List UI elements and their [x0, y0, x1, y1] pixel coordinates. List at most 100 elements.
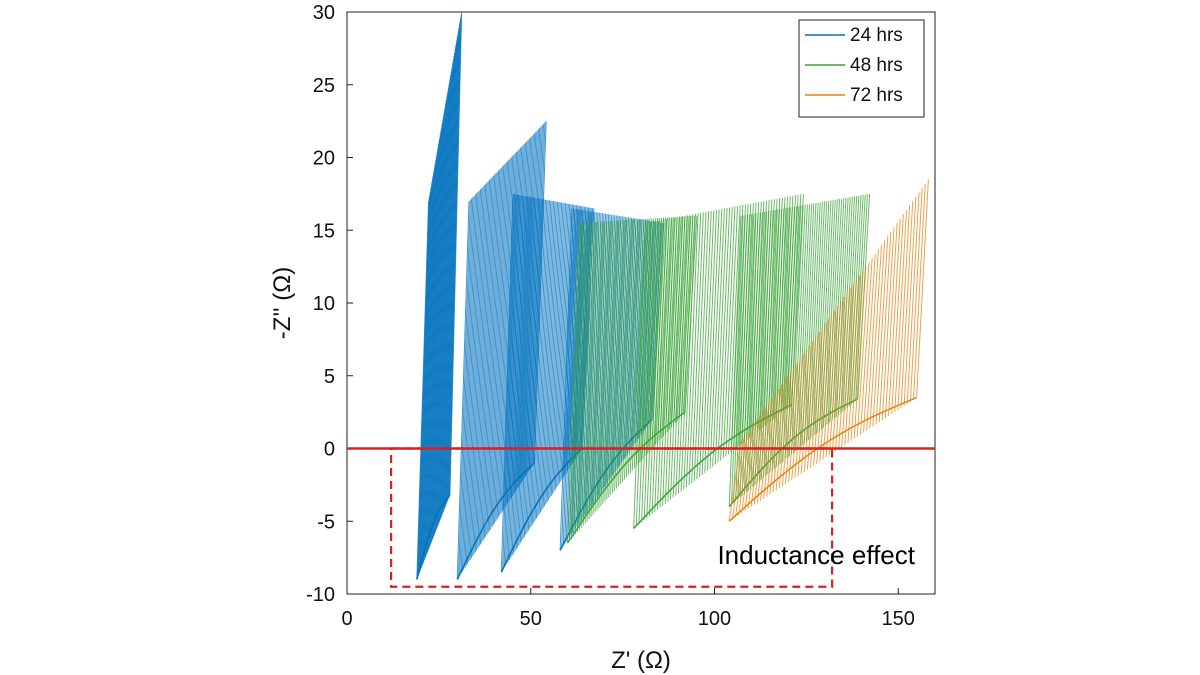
series-curve [648, 220, 662, 517]
series-curve [834, 292, 848, 452]
series-curve [553, 203, 567, 492]
series-curve [654, 219, 667, 513]
series-curve [769, 384, 783, 495]
series-curve [606, 220, 619, 500]
series-curve [790, 205, 804, 455]
inductance-annotation-box [390, 447, 834, 588]
series-curve [576, 222, 590, 533]
series-curve [580, 222, 594, 528]
series-curve [470, 186, 484, 559]
series-curve [797, 345, 811, 476]
series-curve [916, 179, 929, 398]
series-curve [744, 419, 758, 512]
series-curve [730, 215, 744, 505]
series-curve [508, 195, 522, 560]
series-curve [846, 195, 860, 409]
series-curve [856, 262, 870, 437]
legend: 24 hrs 48 hrs 72 hrs [798, 19, 925, 118]
series-curve [605, 215, 619, 485]
series-curve [853, 194, 866, 403]
series-curve [651, 219, 665, 515]
series-curve [720, 206, 733, 461]
series-curve [794, 349, 808, 479]
y-tick-label: 15 [313, 220, 335, 242]
series-curve [572, 222, 586, 537]
y-axis-title: -Z'' (Ω) [269, 267, 296, 339]
series-curve [465, 191, 479, 566]
series-curve [633, 222, 646, 529]
series-curve [538, 200, 552, 515]
series-curve [822, 310, 836, 460]
series-curve [881, 227, 895, 421]
series-curve [903, 196, 917, 406]
series-curve [741, 423, 754, 514]
series-curve [556, 203, 569, 488]
series-curve [614, 220, 627, 491]
series-curve [616, 219, 629, 489]
series-curve [487, 169, 501, 533]
series-curve [725, 205, 739, 457]
series-curve [517, 196, 530, 548]
y-tick-label: 0 [324, 439, 335, 461]
y-tick-label: 20 [313, 148, 335, 170]
series-curve [599, 214, 613, 494]
series-curve [600, 220, 614, 506]
series-curve [643, 221, 657, 521]
legend-label: 24 hrs [850, 25, 903, 46]
series-curve [734, 432, 748, 518]
series-curve [765, 209, 778, 477]
series-curve [866, 249, 879, 431]
series-curve [627, 219, 641, 476]
y-tick-label: -10 [306, 584, 335, 606]
series-curve [894, 209, 908, 413]
series-curve [558, 204, 572, 484]
series-curve [602, 220, 616, 504]
series-curve [841, 284, 854, 448]
series-curve [799, 203, 813, 448]
series-curve [828, 301, 842, 456]
series-curve [797, 204, 811, 450]
series-curve [467, 190, 480, 564]
x-axis-ticks: 0 50 100 150 [341, 588, 915, 630]
series-curve [476, 181, 489, 551]
series-curve [831, 297, 845, 454]
series-curve [859, 257, 873, 435]
series-curve [698, 210, 712, 478]
series-curve [683, 213, 696, 490]
series-curve [519, 135, 533, 485]
x-tick-label: 0 [341, 608, 352, 630]
series-curve [523, 197, 537, 538]
series-curve [463, 194, 476, 570]
series-curve [732, 214, 746, 504]
legend-box [798, 19, 925, 118]
legend-label: 72 hrs [850, 85, 903, 106]
series-curve [906, 192, 920, 404]
y-tick-label: -5 [317, 511, 335, 533]
series-curve [781, 366, 795, 487]
series-curve [518, 197, 532, 546]
series-curve [760, 210, 774, 480]
series-curve [784, 206, 798, 461]
series-curve [500, 155, 514, 514]
series-curve [685, 213, 699, 488]
series-curve [617, 219, 631, 487]
series-curve [766, 388, 779, 497]
series-curve [623, 219, 637, 480]
series-curve [482, 174, 496, 541]
series-curve [825, 305, 839, 458]
series-curve [810, 201, 823, 439]
series-curve [568, 222, 582, 541]
series-curve [900, 201, 914, 408]
series-curve [909, 188, 923, 402]
series-curve [518, 137, 532, 487]
series-curve [775, 207, 789, 468]
series-curve [641, 221, 654, 523]
series-curve [850, 270, 864, 441]
series-curve [488, 167, 502, 531]
series-curve [491, 165, 505, 528]
series-curve [510, 195, 524, 558]
series-curve [878, 231, 892, 423]
series-curve [891, 214, 904, 415]
series-curve [495, 161, 509, 522]
series-curve [574, 222, 588, 535]
